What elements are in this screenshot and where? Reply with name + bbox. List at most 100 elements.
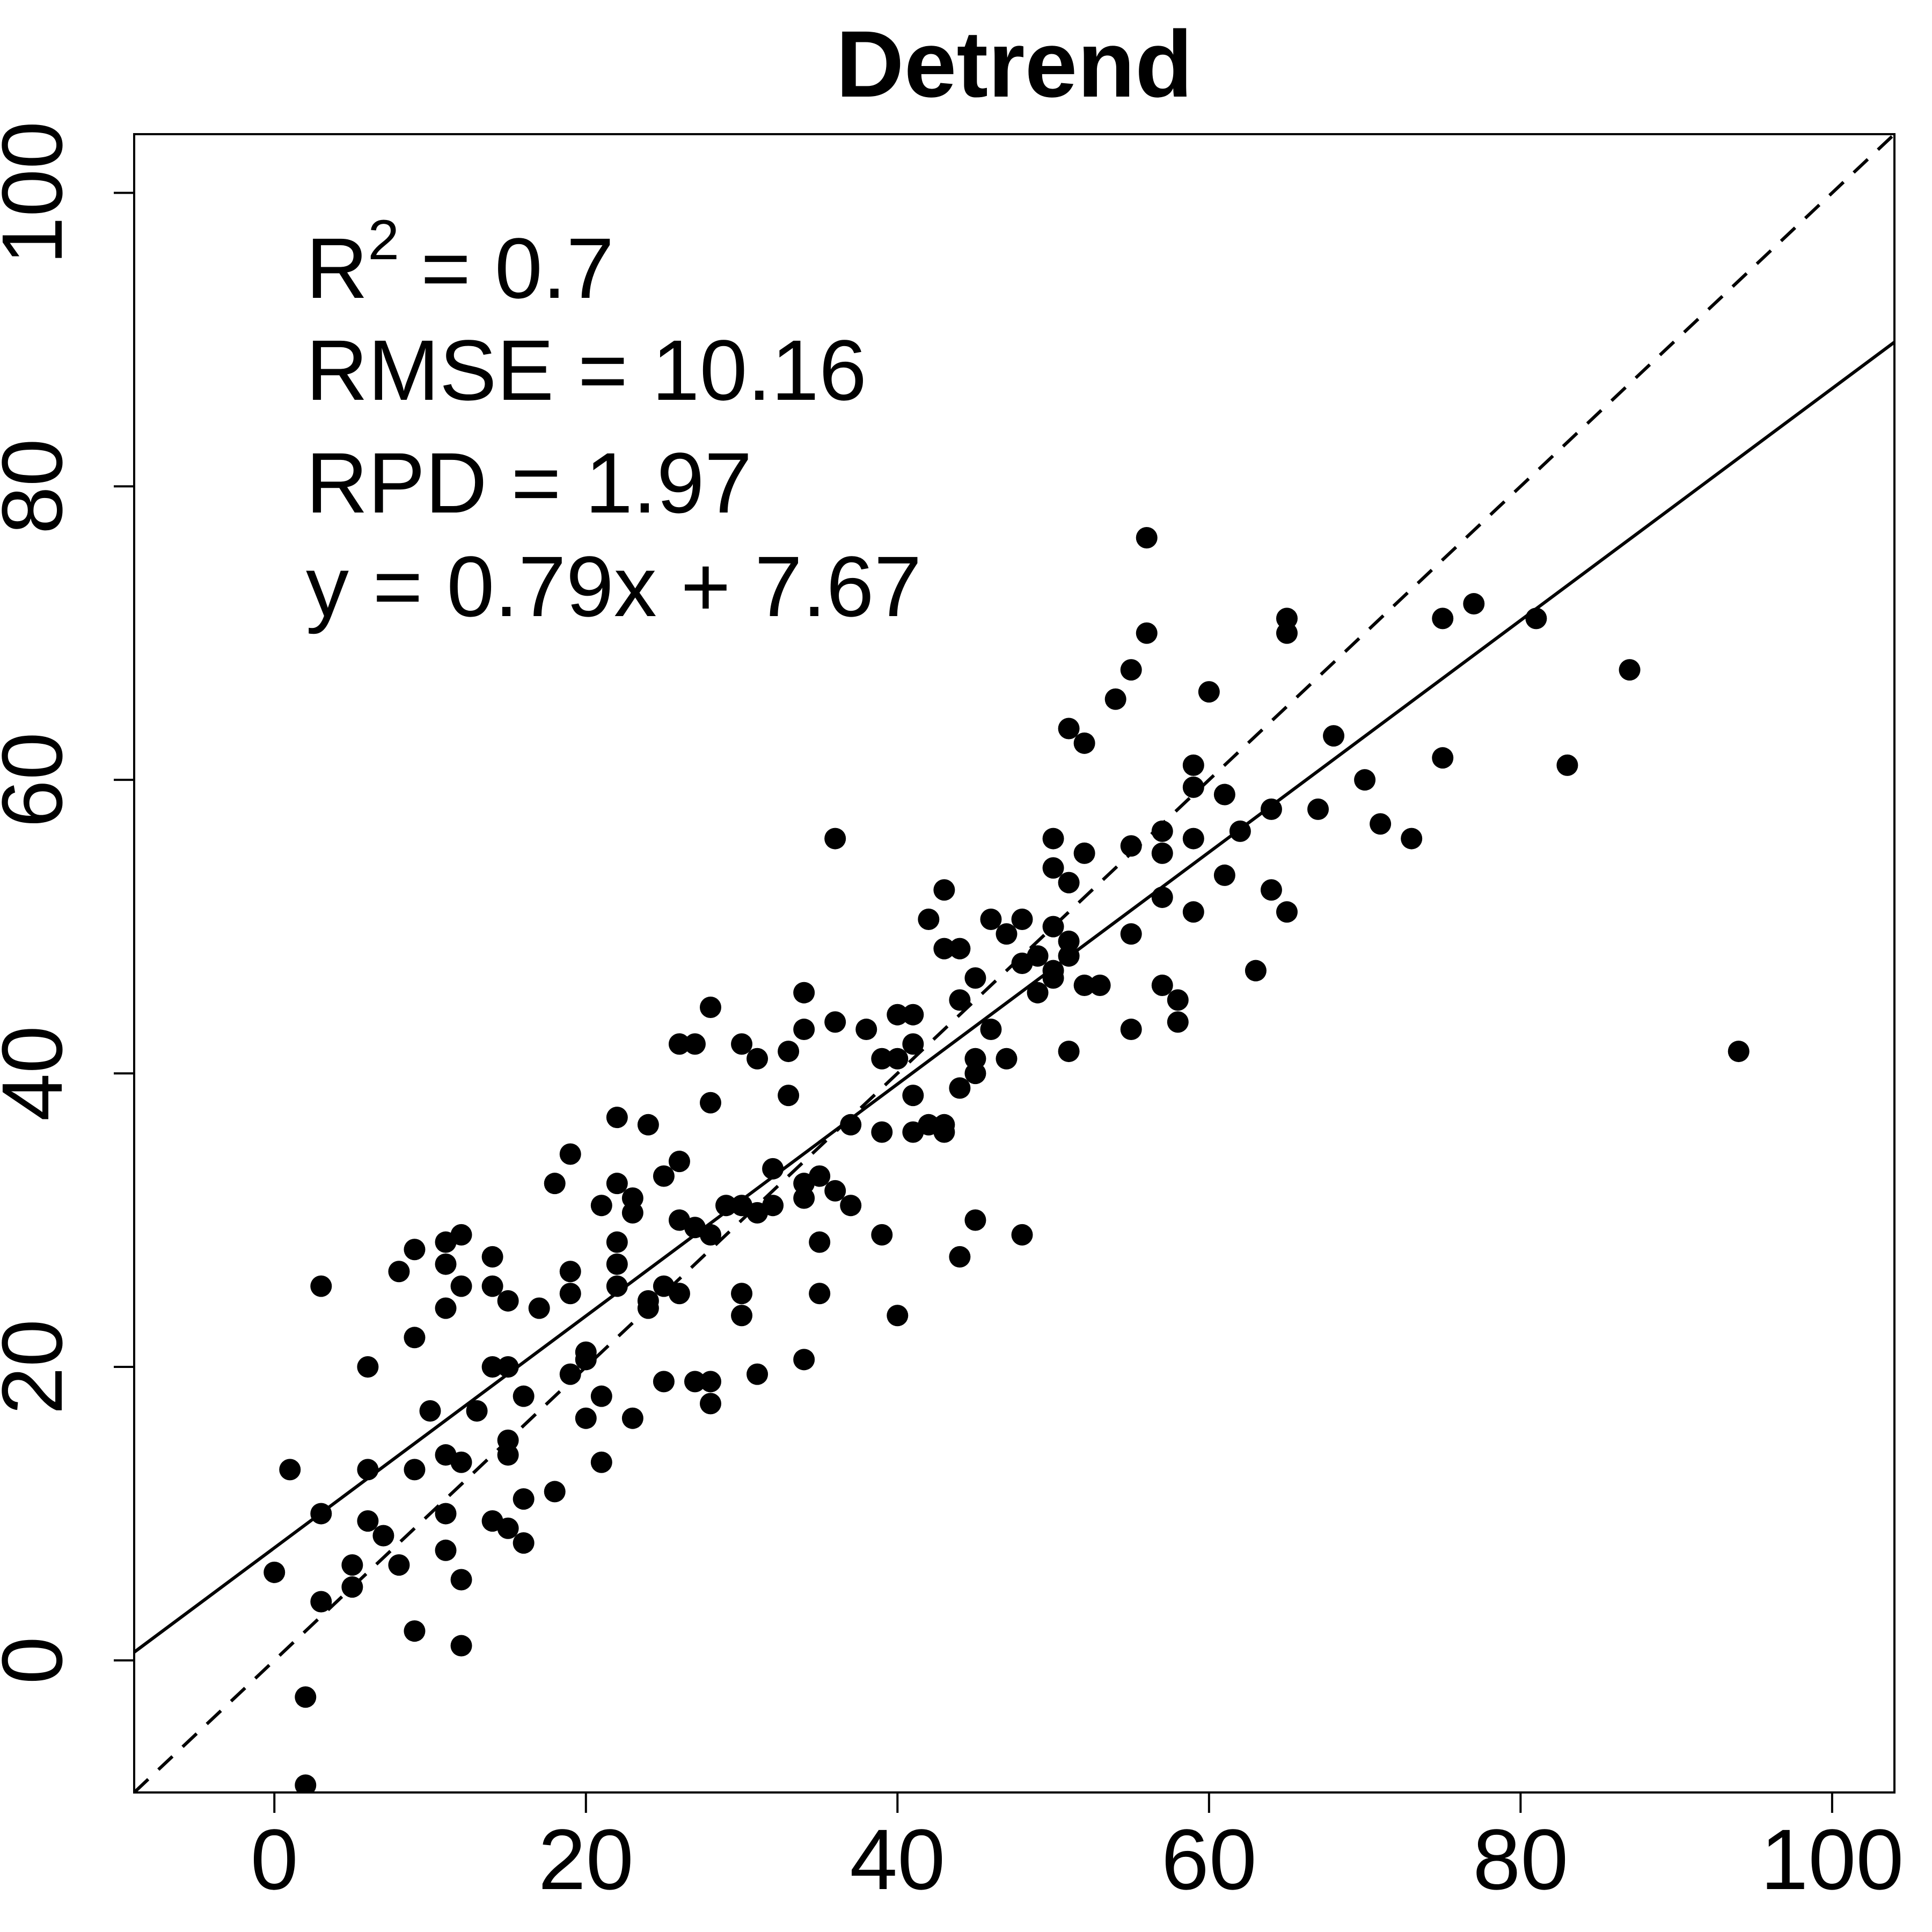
- data-point: [435, 1253, 457, 1275]
- r2-label: R: [306, 220, 368, 316]
- data-point: [731, 1305, 753, 1327]
- data-point: [1401, 828, 1423, 850]
- data-point: [450, 1569, 472, 1591]
- equation-annotation: y = 0.79x + 7.67: [306, 538, 922, 634]
- data-point: [1027, 982, 1049, 1004]
- data-point: [762, 1158, 784, 1180]
- data-point: [1058, 872, 1080, 894]
- x-tick-label: 40: [850, 1811, 945, 1907]
- data-point: [295, 1686, 317, 1708]
- data-point: [1151, 820, 1173, 842]
- data-point: [840, 1114, 862, 1136]
- data-point: [964, 1209, 986, 1231]
- data-point: [1073, 975, 1095, 997]
- data-point: [1182, 828, 1204, 850]
- data-point: [1167, 1011, 1189, 1033]
- data-point: [528, 1297, 550, 1319]
- data-point: [840, 1195, 862, 1217]
- data-point: [497, 1290, 519, 1312]
- data-point: [279, 1459, 301, 1481]
- data-point: [996, 923, 1018, 945]
- data-point: [497, 1517, 519, 1539]
- data-point: [1182, 754, 1204, 776]
- data-point: [357, 1459, 379, 1481]
- data-point: [980, 1019, 1002, 1041]
- data-point: [388, 1261, 410, 1283]
- data-point: [699, 1393, 721, 1415]
- x-tick-label: 80: [1473, 1811, 1568, 1907]
- data-point: [544, 1481, 566, 1503]
- data-point: [559, 1363, 581, 1385]
- y-tick-label: 40: [0, 1026, 80, 1121]
- data-point: [824, 1180, 846, 1202]
- data-point: [1276, 622, 1298, 644]
- data-point: [1370, 813, 1392, 835]
- data-point: [404, 1620, 426, 1642]
- data-point: [1042, 916, 1064, 938]
- x-tick-label: 0: [251, 1811, 298, 1907]
- data-point: [668, 1033, 690, 1055]
- data-point: [871, 1121, 893, 1143]
- data-point: [341, 1554, 363, 1576]
- data-point: [1432, 608, 1454, 630]
- data-point: [809, 1231, 831, 1253]
- data-point: [1011, 1224, 1033, 1246]
- x-tick-label: 100: [1760, 1811, 1904, 1907]
- data-point: [404, 1239, 426, 1261]
- data-point: [1525, 608, 1547, 630]
- data-point: [606, 1275, 628, 1297]
- data-point: [1073, 732, 1095, 754]
- data-point: [1042, 967, 1064, 989]
- data-point: [1120, 659, 1142, 681]
- data-point: [435, 1539, 457, 1561]
- data-point: [295, 1774, 317, 1792]
- data-point: [793, 982, 815, 1004]
- data-point: [1011, 908, 1033, 930]
- data-point: [1120, 923, 1142, 945]
- data-point: [949, 938, 971, 960]
- data-point: [1556, 754, 1578, 776]
- data-point: [731, 1033, 753, 1055]
- data-point: [435, 1297, 457, 1319]
- data-point: [590, 1195, 612, 1217]
- data-point: [621, 1202, 643, 1224]
- data-point: [575, 1349, 597, 1371]
- data-point: [1073, 842, 1095, 864]
- data-point: [653, 1371, 675, 1393]
- data-point: [497, 1429, 519, 1451]
- data-point: [466, 1400, 488, 1422]
- data-point: [1151, 842, 1173, 864]
- data-point: [699, 997, 721, 1019]
- data-point: [341, 1576, 363, 1598]
- data-point: [513, 1488, 535, 1510]
- y-tick-label: 60: [0, 732, 80, 828]
- data-point: [450, 1451, 472, 1473]
- data-point: [450, 1635, 472, 1657]
- data-point: [809, 1283, 831, 1305]
- data-point: [606, 1107, 628, 1129]
- data-point: [1136, 622, 1158, 644]
- data-point: [1058, 1041, 1080, 1063]
- data-point: [497, 1444, 519, 1466]
- data-point: [590, 1385, 612, 1407]
- data-point: [871, 1048, 893, 1070]
- data-point: [513, 1385, 535, 1407]
- data-point: [887, 1004, 909, 1026]
- data-point: [481, 1356, 503, 1378]
- data-point: [357, 1356, 379, 1378]
- data-point: [1151, 975, 1173, 997]
- data-point: [747, 1363, 769, 1385]
- data-point: [715, 1195, 737, 1217]
- data-point: [887, 1048, 909, 1070]
- data-point: [1182, 776, 1204, 798]
- data-point: [1058, 718, 1080, 740]
- data-point: [668, 1283, 690, 1305]
- data-point: [310, 1275, 332, 1297]
- data-point: [949, 1077, 971, 1099]
- data-point: [264, 1561, 286, 1583]
- data-point: [559, 1143, 581, 1165]
- data-point: [933, 938, 955, 960]
- data-point: [637, 1114, 659, 1136]
- data-point: [1728, 1041, 1750, 1063]
- data-points: [264, 526, 1750, 1792]
